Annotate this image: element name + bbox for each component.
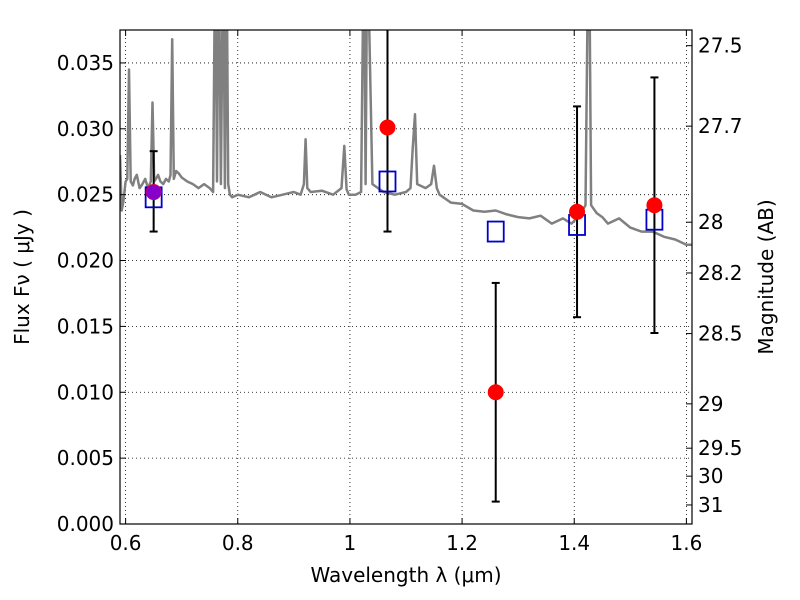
y-tick-label: 0.015	[57, 314, 114, 338]
x-tick-label: 1	[344, 531, 357, 555]
y-axis-title: Flux Fν ( μJy )	[10, 209, 34, 345]
y2-tick-label: 30	[698, 464, 723, 488]
y2-tick-label: 27.5	[698, 34, 743, 58]
x-tick-label: 1.6	[670, 531, 702, 555]
x-tick-label: 0.8	[222, 531, 254, 555]
y2-tick-label: 31	[698, 493, 723, 517]
model-point-square	[378, 170, 397, 193]
y-tick-label: 0.030	[57, 117, 114, 141]
spectrum-line	[120, 30, 692, 246]
y-tick-label: 0.005	[57, 446, 114, 470]
observed-point-circle	[646, 197, 663, 214]
model-points	[144, 170, 664, 243]
model-point-square	[486, 220, 505, 243]
x-tick-label: 0.6	[110, 531, 142, 555]
y2-tick-label: 29.5	[698, 436, 743, 460]
y-tick-label: 0.020	[57, 249, 114, 273]
observed-points	[145, 119, 663, 401]
y2-tick-label: 28.5	[698, 322, 743, 346]
y2-tick-label: 27.7	[698, 114, 743, 138]
plot-frame	[119, 29, 693, 525]
observed-point-circle	[569, 203, 586, 220]
model-spectrum	[120, 30, 692, 246]
y2-axis-title: Magnitude (AB)	[754, 199, 778, 354]
y-tick-label: 0.010	[57, 380, 114, 404]
y-tick-label: 0.025	[57, 183, 114, 207]
y-tick-label: 0.000	[57, 512, 114, 536]
y2-axis-ticks: 27.5 27.7 28 28.2 28.5 29 29.5 30 31	[686, 34, 743, 517]
y2-tick-label: 28	[698, 210, 723, 234]
x-axis-ticks: 0.6 0.8 1 1.2 1.4 1.6	[110, 30, 702, 555]
observed-point-circle	[379, 119, 396, 136]
observed-point-circle	[487, 384, 504, 401]
error-bars	[149, 30, 659, 503]
y2-tick-label: 29	[698, 392, 723, 416]
x-axis-title: Wavelength λ (μm)	[310, 563, 501, 587]
y-axis-ticks: 0.000 0.005 0.010 0.015 0.020 0.025 0.030 0.035	[57, 51, 126, 536]
highlight-point-circle	[146, 184, 162, 200]
y-tick-label: 0.035	[57, 51, 114, 75]
y2-tick-label: 28.2	[698, 261, 743, 285]
x-tick-label: 1.2	[446, 531, 478, 555]
plot-background	[120, 30, 692, 524]
x-tick-label: 1.4	[558, 531, 590, 555]
